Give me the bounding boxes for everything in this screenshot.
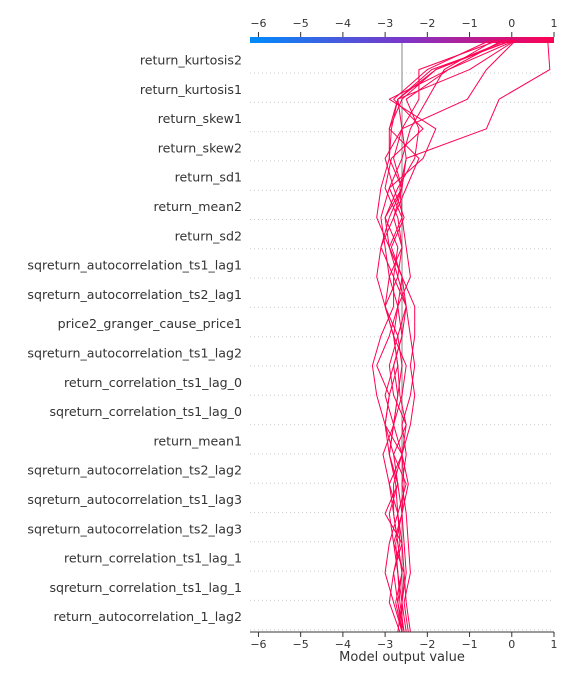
x-tick-label: −5	[293, 638, 309, 651]
feature-label: return_sd2	[175, 228, 242, 243]
x-axis-label: Model output value	[339, 650, 465, 665]
feature-label: return_autocorrelation_1_lag2	[53, 609, 242, 624]
feature-label: return_correlation_ts1_lag_1	[64, 551, 242, 566]
feature-label: sqreturn_autocorrelation_ts1_lag1	[27, 258, 242, 273]
x-tick-label: −1	[461, 638, 477, 651]
top-tick-label: −4	[335, 17, 351, 30]
top-tick-label: −2	[419, 17, 435, 30]
top-tick-label: −1	[461, 17, 477, 30]
x-tick-label: −2	[419, 638, 435, 651]
feature-label: sqreturn_correlation_ts1_lag_1	[49, 580, 242, 595]
feature-label: return_skew1	[158, 111, 242, 126]
top-tick-label: 0	[508, 17, 515, 30]
decision-path	[384, 39, 517, 632]
feature-label: sqreturn_correlation_ts1_lag_0	[49, 404, 242, 419]
feature-label: sqreturn_autocorrelation_ts2_lag3	[27, 521, 242, 536]
feature-label: price2_granger_cause_price1	[58, 316, 242, 331]
decision-path	[388, 39, 517, 633]
x-tick-label: 0	[508, 638, 515, 651]
top-tick-label: −6	[250, 17, 266, 30]
x-tick-label: 1	[551, 638, 558, 651]
feature-label: return_correlation_ts1_lag_0	[64, 375, 242, 390]
feature-label: sqreturn_autocorrelation_ts1_lag2	[27, 346, 242, 361]
top-tick-label: −3	[377, 17, 393, 30]
x-tick-label: −3	[377, 638, 393, 651]
top-tick-label: −5	[293, 17, 309, 30]
feature-label: return_kurtosis1	[140, 82, 242, 97]
feature-label: sqreturn_autocorrelation_ts2_lag2	[27, 463, 242, 478]
decision-path	[388, 39, 551, 633]
feature-label: return_skew2	[158, 140, 242, 155]
decision-path	[384, 39, 491, 633]
decision-path	[371, 39, 508, 633]
feature-label: return_mean2	[153, 199, 242, 214]
feature-label: sqreturn_autocorrelation_ts2_lag1	[27, 287, 242, 302]
decision-path	[384, 39, 500, 633]
top-tick-label: 1	[551, 17, 558, 30]
x-tick-label: −4	[335, 638, 351, 651]
x-tick-label: −6	[250, 638, 266, 651]
colorbar	[250, 37, 554, 43]
decision-path	[376, 39, 517, 633]
decision-path	[380, 39, 512, 633]
feature-label: sqreturn_autocorrelation_ts1_lag3	[27, 492, 242, 507]
feature-label: return_kurtosis2	[140, 53, 242, 68]
feature-label: return_sd1	[175, 170, 242, 185]
feature-label: return_mean1	[153, 433, 242, 448]
